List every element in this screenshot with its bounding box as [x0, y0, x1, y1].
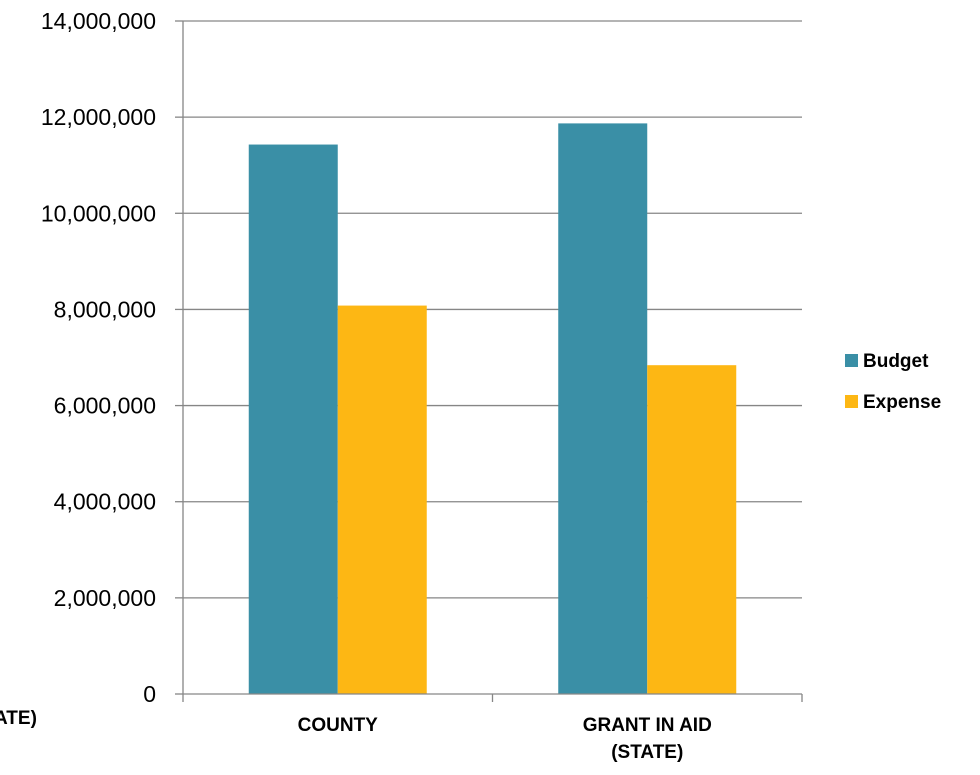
bar-budget-2	[558, 123, 648, 694]
legend-label-expense: Expense	[863, 392, 941, 413]
y-axis-ticks: 0 2,000,000 4,000,000 6,000,000 8,000,000 10,…	[41, 8, 183, 707]
bar-expense-2	[647, 365, 737, 694]
clipped-category-label: ATE)	[0, 708, 37, 729]
legend-label-budget: Budget	[863, 351, 929, 372]
bar-expense-1	[337, 305, 427, 694]
y-tick-label: 10,000,000	[41, 200, 156, 226]
axes	[182, 21, 803, 702]
bar-budget-1	[248, 144, 338, 694]
bars	[248, 123, 737, 694]
y-tick-label: 12,000,000	[41, 104, 156, 130]
legend: Budget Expense	[845, 351, 941, 413]
y-tick-label: 14,000,000	[41, 8, 156, 34]
legend-swatch-budget	[845, 354, 858, 367]
y-tick-label: 6,000,000	[54, 393, 156, 419]
y-tick-label: 8,000,000	[54, 296, 156, 322]
x-category-label: COUNTY	[298, 715, 379, 736]
legend-swatch-expense	[845, 395, 858, 408]
y-tick-label: 2,000,000	[54, 585, 156, 611]
y-tick-label: 4,000,000	[54, 489, 156, 515]
x-category-label: GRANT IN AID (STATE)	[583, 715, 712, 763]
y-tick-label: 0	[143, 681, 156, 707]
x-axis-categories: COUNTY GRANT IN AID (STATE)	[298, 715, 712, 763]
